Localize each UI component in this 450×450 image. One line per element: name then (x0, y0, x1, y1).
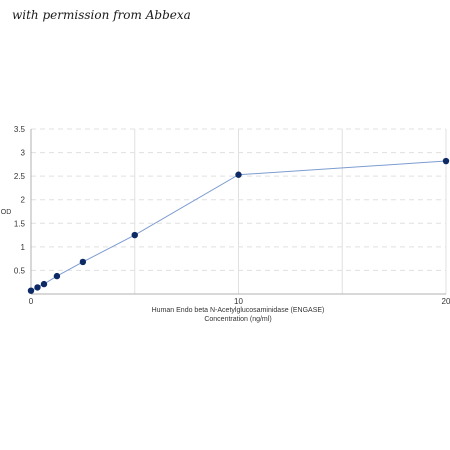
data-point (235, 171, 242, 178)
y-tick-label: 3 (21, 149, 26, 158)
x-axis-label-line2: Concentration (ng/ml) (204, 316, 271, 323)
y-tick-label: 1.5 (14, 219, 26, 228)
data-point (442, 157, 450, 165)
data-point (53, 272, 61, 280)
grid-lines (31, 128, 447, 294)
axes (30, 129, 446, 295)
data-point (40, 280, 48, 288)
x-axis-label-line1: Human Endo beta N-Acetylglucosaminidase … (152, 307, 325, 314)
watermark-text: with permission from Abbexa (12, 8, 191, 22)
y-tick-label: 2 (21, 196, 26, 205)
x-tick-label: 10 (234, 297, 243, 306)
y-tick-label: 1 (21, 243, 26, 252)
tick-labels: 0.5 1 1.5 2 2.5 3 3.5 0 10 20 (14, 125, 450, 306)
data-point (79, 258, 87, 266)
data-point (34, 284, 41, 291)
data-point (131, 231, 138, 239)
data-series (27, 157, 450, 294)
y-axis-label: OD (1, 209, 12, 216)
y-tick-label: 2.5 (14, 172, 26, 181)
x-tick-label: 20 (442, 297, 450, 306)
y-tick-label: 3.5 (14, 125, 26, 134)
y-tick-label: 0.5 (14, 266, 26, 275)
x-tick-label: 0 (29, 297, 34, 306)
data-point (27, 287, 35, 294)
